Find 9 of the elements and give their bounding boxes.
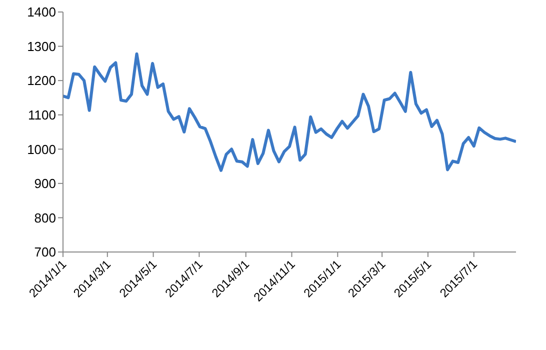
y-tick-label: 1000: [27, 142, 56, 157]
y-tick-label: 1100: [28, 107, 56, 122]
line-series: [63, 52, 516, 172]
y-tick-label: 1300: [27, 38, 56, 54]
y-tick-label: 1200: [27, 73, 56, 88]
y-tick-label: 800: [34, 210, 56, 226]
y-tick-label: 900: [34, 176, 56, 192]
y-tick-label: 700: [34, 244, 56, 260]
y-tick-label: 1400: [27, 4, 56, 20]
